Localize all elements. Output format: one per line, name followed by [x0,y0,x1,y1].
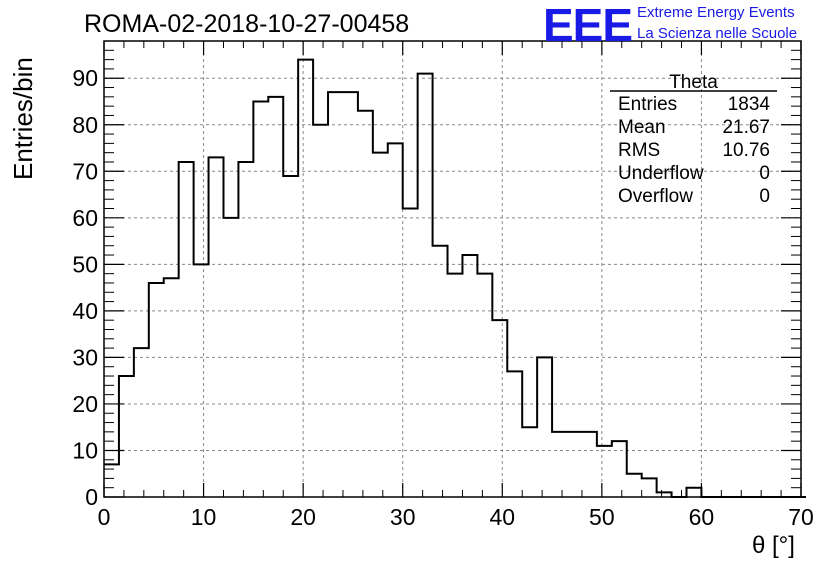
stats-label: Overflow [618,186,693,207]
y-tick-label: 30 [72,344,98,370]
y-tick-label: 60 [72,205,98,231]
plot-frame [103,40,802,498]
y-tick-label: 40 [72,298,98,324]
x-tick-label: 70 [788,504,814,530]
y-tick-label: 80 [72,112,98,138]
y-tick-label: 90 [72,65,98,91]
stats-value: 1834 [728,94,771,115]
y-tick-label: 0 [85,484,98,510]
stats-label: RMS [618,140,660,161]
stats-title: Theta [669,72,718,93]
x-tick-label: 20 [290,504,316,530]
stats-label: Entries [618,94,677,115]
eee-subtitle-2: La Scienza nelle Scuole [637,25,798,42]
x-tick-label: 50 [589,504,615,530]
y-tick-label: 10 [72,437,98,463]
stats-value: 0 [759,186,770,207]
eee-subtitle-1: Extreme Energy Events [637,4,795,21]
stats-label: Underflow [618,163,704,184]
histogram-step-line [104,58,806,498]
x-tick-label: 40 [489,504,515,530]
x-tick-label: 30 [390,504,416,530]
eee-logo: EEE [543,0,633,51]
run-title: ROMA-02-2018-10-27-00458 [84,10,410,38]
stats-label: Mean [618,117,666,138]
x-axis-label: θ [°] [752,532,795,559]
stats-value: 0 [759,163,770,184]
y-tick-label: 70 [72,158,98,184]
grid-lines [104,41,801,497]
axis-ticks [103,40,802,498]
y-tick-label: 50 [72,251,98,277]
y-axis-label: Entries/bin [8,57,38,180]
y-tick-label: 20 [72,391,98,417]
stats-value: 21.67 [722,117,770,138]
tick-labels: 0 10 20 30 40 50 60 70 0 10 20 30 40 50 60 70 80 90 [72,65,813,530]
x-tick-label: 0 [98,504,111,530]
x-tick-label: 60 [689,504,715,530]
stats-value: 10.76 [722,140,770,161]
x-tick-label: 10 [191,504,217,530]
